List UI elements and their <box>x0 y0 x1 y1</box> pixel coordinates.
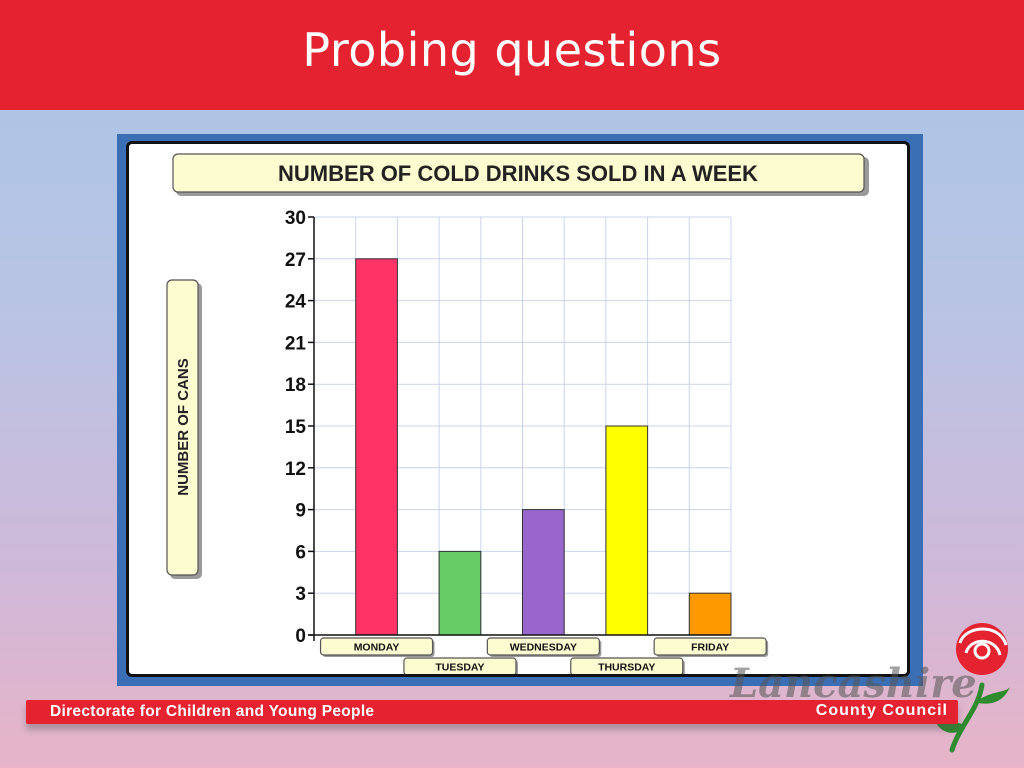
slide-title: Probing questions <box>302 23 722 77</box>
category-label-tuesday: TUESDAY <box>403 657 518 674</box>
rose-stem-icon <box>949 682 985 753</box>
bar-monday <box>355 258 398 636</box>
category-label-friday: FRIDAY <box>653 637 769 657</box>
bar-tuesday <box>438 550 482 636</box>
y-tick-label: 30 <box>285 208 306 229</box>
y-axis-label-box: NUMBER OF CANS <box>166 279 202 579</box>
council-text: County Council <box>815 702 948 719</box>
y-tick-label: 3 <box>295 584 306 605</box>
y-tick-label: 12 <box>285 459 306 480</box>
council-logo: Lancashire <box>729 623 1010 753</box>
bar-wednesday <box>522 509 565 636</box>
category-label-monday: MONDAY <box>319 637 435 657</box>
y-axis-label: NUMBER OF CANS <box>175 358 192 496</box>
bar-chart: NUMBER OF COLD DRINKS SOLD IN A WEEK NUM… <box>166 153 869 674</box>
y-tick-label: 9 <box>295 501 306 522</box>
chart-title: NUMBER OF COLD DRINKS SOLD IN A WEEK <box>278 161 758 186</box>
chart-frame: NUMBER OF COLD DRINKS SOLD IN A WEEK NUM… <box>117 134 923 686</box>
axes <box>308 216 731 641</box>
y-tick-labels: 0 3 6 9 12 15 18 21 24 27 30 <box>285 208 307 647</box>
bar-friday <box>688 592 732 636</box>
bars <box>355 258 732 636</box>
title-banner: Probing questions <box>0 0 1024 110</box>
directorate-text: Directorate for Children and Young Peopl… <box>50 703 375 720</box>
y-tick-label: 21 <box>285 333 307 354</box>
y-tick-label: 18 <box>285 375 306 396</box>
chart-title-box: NUMBER OF COLD DRINKS SOLD IN A WEEK <box>172 153 869 196</box>
rose-leaf-icon <box>978 687 1010 704</box>
bar-thursday <box>605 425 649 636</box>
y-tick-label: 6 <box>295 542 306 563</box>
y-tick-label: 24 <box>285 292 307 313</box>
y-tick-label: 15 <box>285 417 307 438</box>
footer-bar: Directorate for Children and Young Peopl… <box>26 700 958 724</box>
category-label-wednesday: WEDNESDAY <box>486 637 602 657</box>
y-tick-label: 0 <box>295 626 306 647</box>
category-label-text: FRIDAY <box>691 642 729 654</box>
category-label-text: MONDAY <box>354 642 400 654</box>
category-label-thursday: THURSDAY <box>570 657 685 674</box>
rose-icon <box>956 623 1008 675</box>
category-label-text: THURSDAY <box>598 662 655 674</box>
category-labels: MONDAY TUESDAY WEDNESDAY THURSDAY FRIDAY <box>319 637 769 674</box>
category-label-text: TUESDAY <box>435 662 484 674</box>
chart-panel: NUMBER OF COLD DRINKS SOLD IN A WEEK NUM… <box>126 141 910 677</box>
category-label-text: WEDNESDAY <box>510 642 577 654</box>
logo-wordmark-shadow: Lancashire <box>729 660 977 707</box>
y-tick-label: 27 <box>285 250 306 271</box>
